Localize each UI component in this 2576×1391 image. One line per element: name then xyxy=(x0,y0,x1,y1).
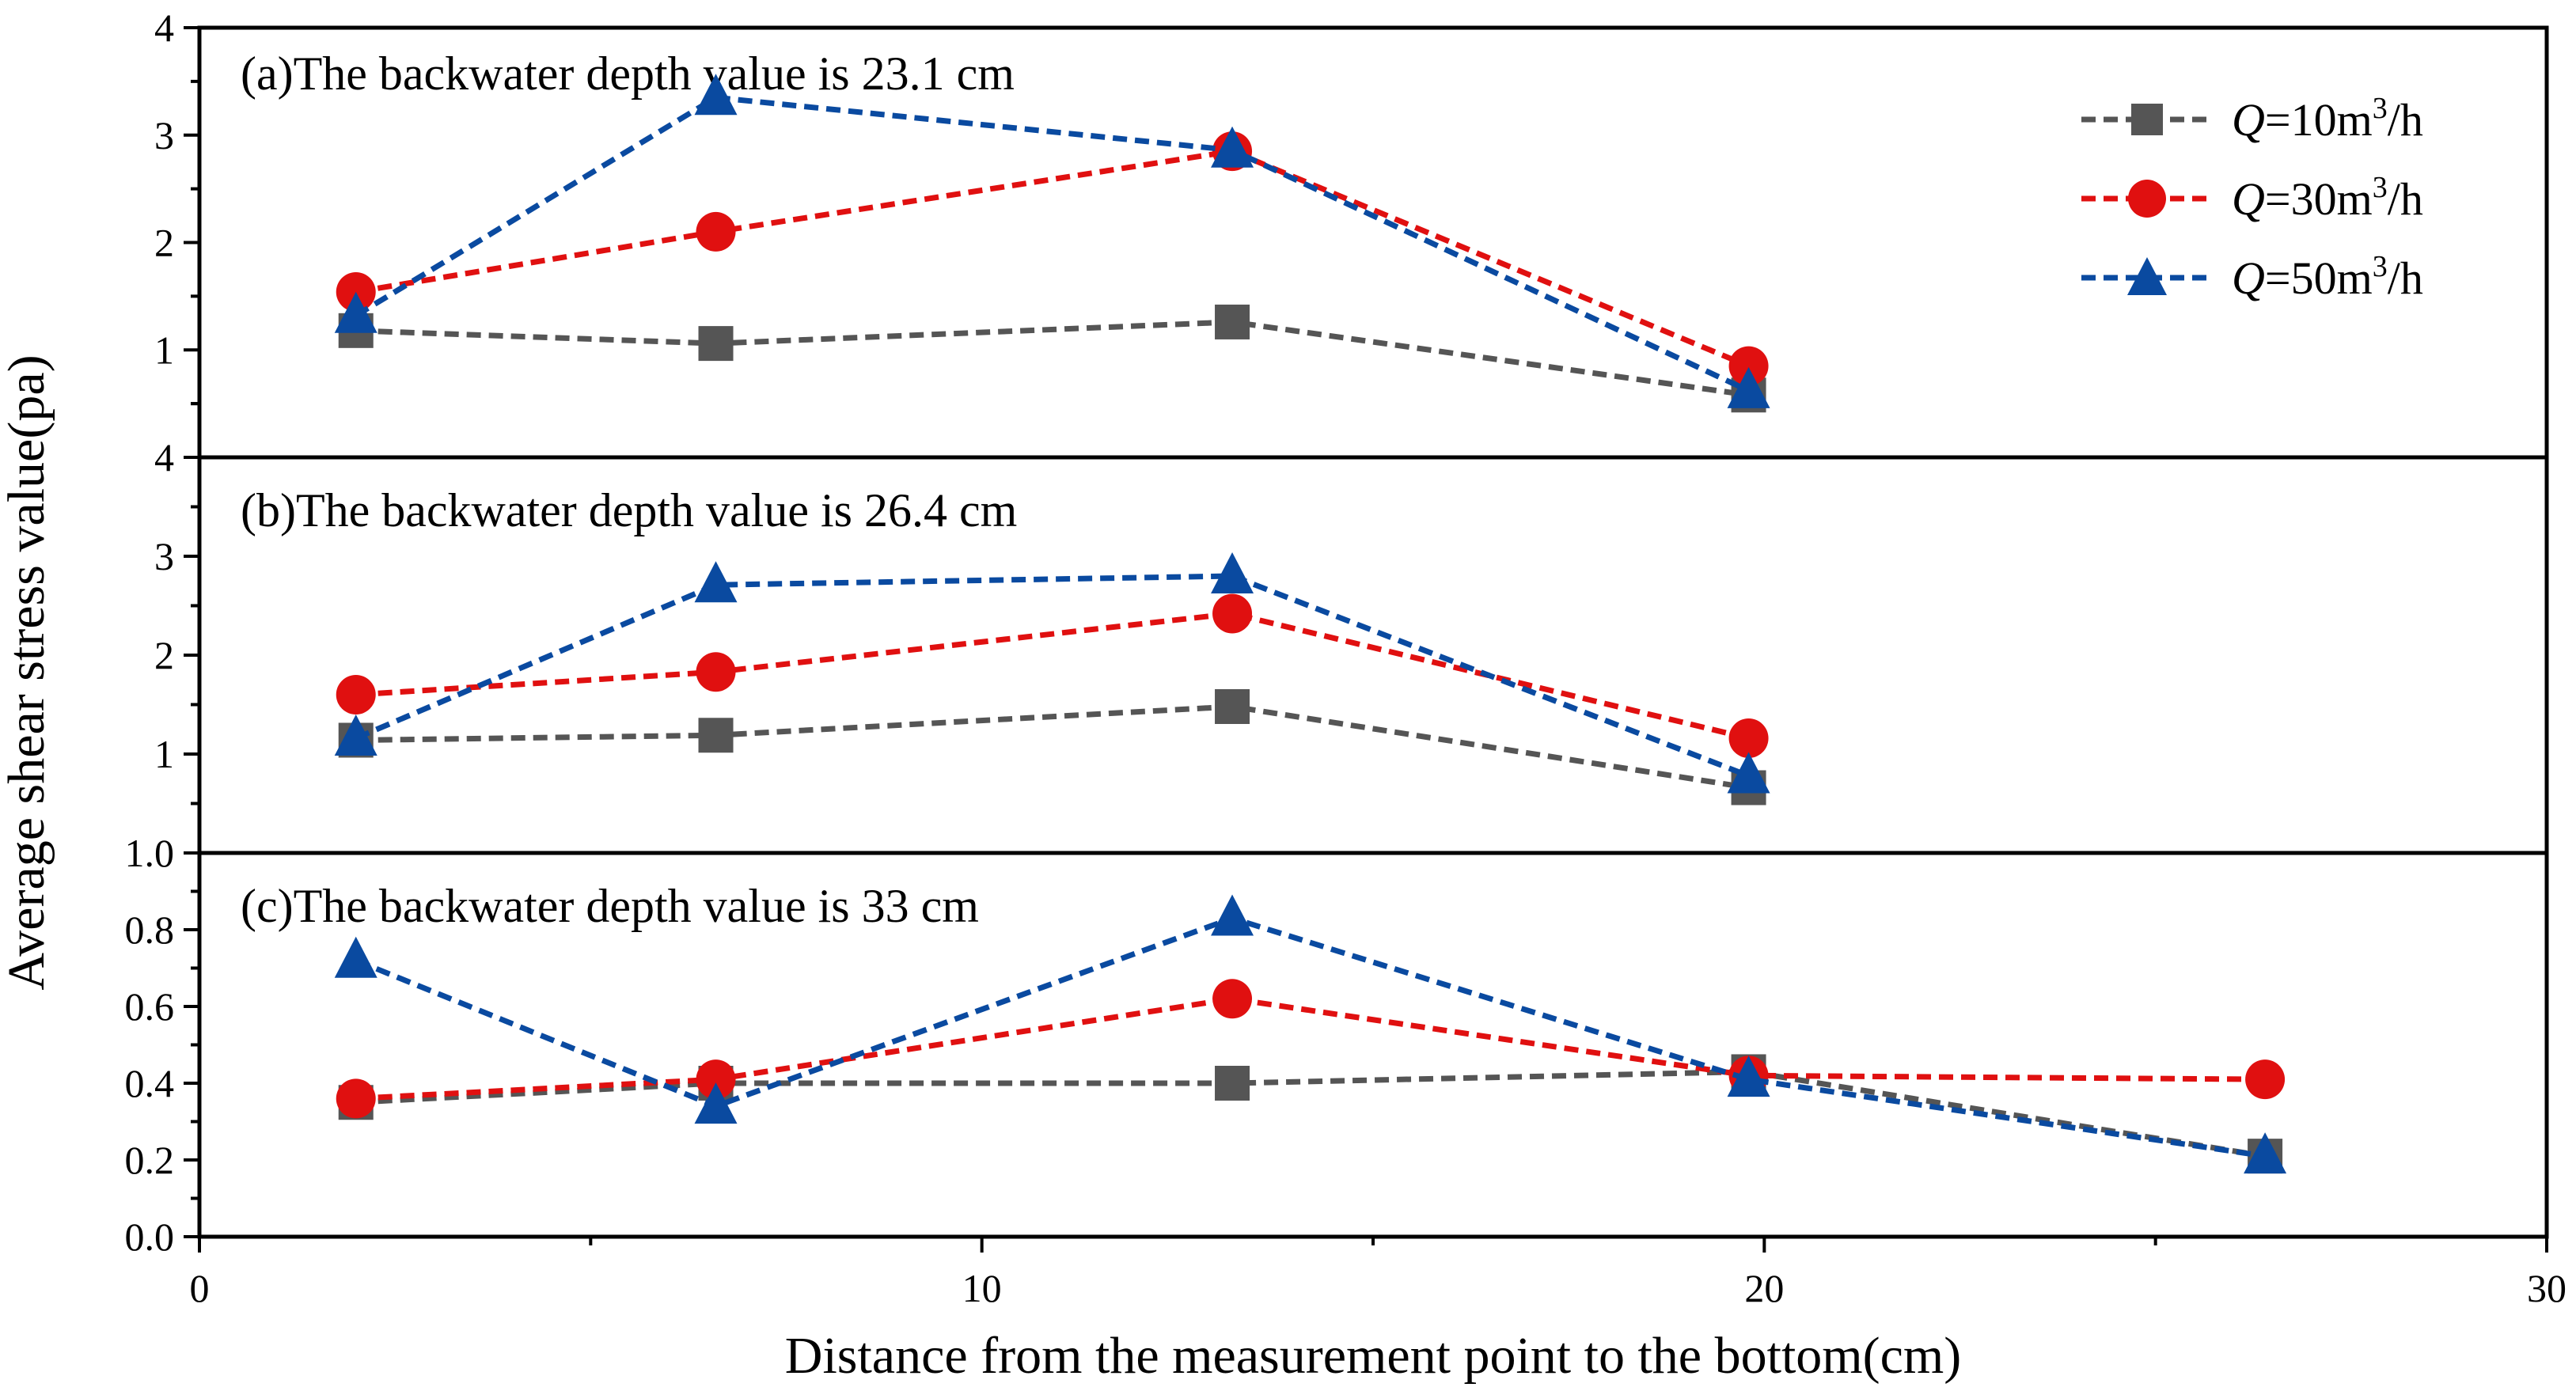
panel-a-line-triangle xyxy=(354,94,1751,394)
panel-a-ytick-label: 4 xyxy=(154,6,174,50)
panel-b-ytick-label: 2 xyxy=(154,633,174,677)
panel-c-point-triangle xyxy=(334,936,377,978)
panel-c-point-circle xyxy=(696,1059,736,1100)
panel-a-point-circle xyxy=(696,211,736,252)
legend-item-q10: Q=10m3/h xyxy=(2081,92,2423,146)
legend-label-q50: Q=50m3/h xyxy=(2232,250,2423,304)
panel-c-point-triangle xyxy=(694,1082,738,1124)
legend-label-q30: Q=30m3/h xyxy=(2232,171,2423,225)
panel-b-ytick-label: 3 xyxy=(154,534,174,578)
panel-b-point-triangle xyxy=(694,561,738,603)
legend-marker-q50 xyxy=(2127,257,2167,295)
panel-c-ytick-label: 0.2 xyxy=(125,1138,175,1182)
panel-a-ytick-label: 1 xyxy=(154,328,174,372)
panel-a-point-square xyxy=(698,326,734,362)
panel-c-point-circle xyxy=(336,1078,376,1119)
panel-b-point-triangle xyxy=(1211,552,1254,593)
panel-c-ytick-label: 0.8 xyxy=(125,908,175,952)
panel-a-point-triangle xyxy=(334,291,377,333)
panel-a-point-square xyxy=(1215,304,1250,339)
y-axis-title: Average shear stress value(pa) xyxy=(0,354,55,990)
x-tick-label: 30 xyxy=(2527,1266,2567,1310)
panel-c-point-triangle xyxy=(2244,1132,2287,1174)
panel-b-ytick-label: 4 xyxy=(154,435,174,479)
panel-c-ytick-label: 0.4 xyxy=(125,1061,175,1105)
panel-b-point-circle xyxy=(696,652,736,692)
panel-b-point-square xyxy=(698,718,734,753)
panel-b-line-square xyxy=(355,703,1750,790)
panel-b-point-triangle xyxy=(334,714,377,756)
panel-b-point-square xyxy=(1215,689,1250,724)
x-tick-label: 10 xyxy=(962,1266,1002,1310)
panel-c-point-triangle xyxy=(1211,894,1254,936)
panel-a-point-circle xyxy=(1728,346,1769,386)
panels-group: 4 3 2 1 (a)The backwater depth value is 23.1… xyxy=(125,6,2549,1259)
panel-a-point-triangle xyxy=(1727,366,1770,408)
panel-c-point-square xyxy=(1215,1066,1250,1101)
panel-c-point-circle xyxy=(2245,1059,2286,1100)
panel-c-ytick-label: 1.0 xyxy=(125,831,175,875)
legend-marker-q30 xyxy=(2128,180,2166,218)
x-tick-label: 20 xyxy=(1744,1266,1784,1310)
panel-a-line-circle xyxy=(355,148,1750,369)
x-tick-label: 0 xyxy=(190,1266,210,1310)
x-axis: 0 10 20 30 xyxy=(190,1237,2567,1310)
panel-b-line-circle xyxy=(355,610,1750,741)
legend-item-q50: Q=50m3/h xyxy=(2081,250,2423,304)
panel-b-title: (b)The backwater depth value is 26.4 cm xyxy=(241,484,1017,536)
panel-c-ytick-label: 0.6 xyxy=(125,984,175,1029)
panel-a-ytick-label: 3 xyxy=(154,113,174,157)
panel-c: 1.0 0.8 0.6 0.4 0.2 0.0 (c)The backwater depth… xyxy=(125,831,2549,1259)
panel-b-line-triangle xyxy=(355,573,1750,779)
panel-c-point-circle xyxy=(1212,979,1253,1019)
panel-a-point-triangle xyxy=(694,74,738,116)
panel-b-ytick-label: 1 xyxy=(154,732,174,776)
panel-a-point-triangle xyxy=(1211,126,1254,168)
legend-marker-q10 xyxy=(2131,104,2163,135)
panel-c-title: (c)The backwater depth value is 33 cm xyxy=(241,880,979,932)
panel-a-line-square xyxy=(355,319,1750,398)
panel-a: 4 3 2 1 (a)The backwater depth value is 23.1… xyxy=(154,6,2549,460)
panel-b-point-triangle xyxy=(1727,752,1770,794)
panel-c-ytick-label: 0.0 xyxy=(125,1215,175,1259)
legend-item-q30: Q=30m3/h xyxy=(2081,171,2423,225)
x-axis-title: Distance from the measurement point to t… xyxy=(785,1327,1961,1385)
panel-b: 4 3 2 1 (b)The backwater depth value is 26.4… xyxy=(154,435,2549,855)
panel-c-line-circle xyxy=(355,995,2266,1101)
panel-b-point-circle xyxy=(1212,593,1253,634)
panel-b-point-circle xyxy=(336,675,376,714)
panel-a-ytick-label: 2 xyxy=(154,221,174,265)
panel-b-point-circle xyxy=(1728,718,1769,758)
panel-a-title: (a)The backwater depth value is 23.1 cm xyxy=(241,47,1015,100)
legend: Q=10m3/h Q=30m3/h Q=50m3/h xyxy=(2081,92,2423,304)
legend-label-q10: Q=10m3/h xyxy=(2232,92,2423,146)
panel-c-point-triangle xyxy=(1727,1056,1770,1097)
